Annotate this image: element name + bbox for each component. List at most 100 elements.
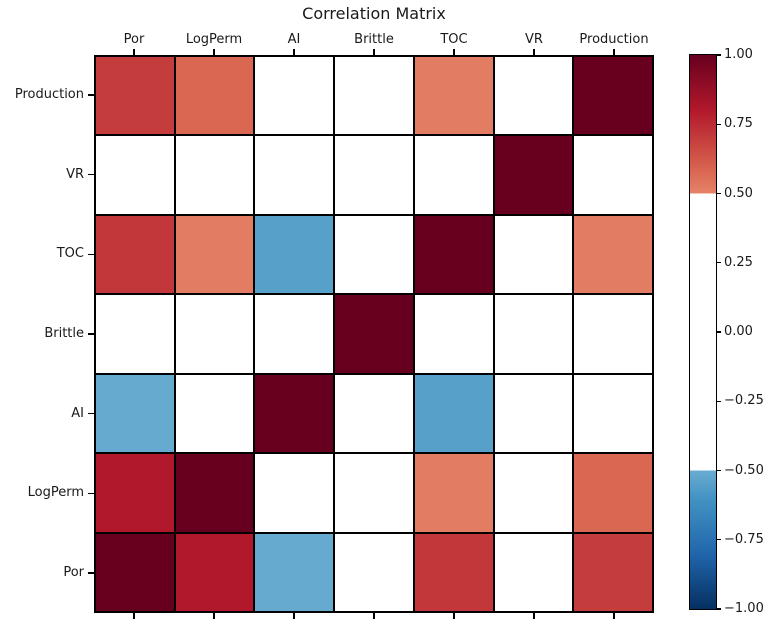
heatmap-cell (175, 374, 254, 453)
tick-mark (88, 253, 94, 256)
tick-mark (88, 492, 94, 495)
tick-mark (133, 613, 135, 619)
heatmap-cell (255, 57, 334, 135)
heatmap-cell (574, 57, 652, 135)
heatmap-cell (574, 136, 652, 214)
heatmap-cell (574, 215, 652, 294)
tick-mark (88, 333, 94, 335)
chart-title: Correlation Matrix (302, 4, 446, 23)
heatmap-cell (175, 136, 254, 214)
heatmap-cell (255, 295, 334, 373)
tick-mark (613, 49, 615, 55)
colorbar-tick-mark (717, 608, 721, 610)
heatmap-cell (414, 136, 493, 214)
heatmap-cell (335, 533, 413, 611)
heatmap-cell (574, 533, 652, 611)
tick-mark (453, 613, 455, 619)
heatmap-cell (494, 454, 573, 532)
colorbar-tick-mark (717, 192, 721, 195)
colorbar-tick-mark (717, 539, 721, 541)
heatmap-cell (96, 136, 174, 214)
tick-mark (88, 173, 94, 176)
heatmap-cell (96, 533, 174, 611)
colorbar-tick-label: 0.00 (724, 324, 753, 339)
colorbar-tick-mark (717, 400, 721, 402)
colorbar-tick-label: −0.75 (724, 531, 764, 547)
tick-mark (213, 49, 215, 55)
colorbar-tick-label: 0.75 (724, 116, 753, 132)
heatmap-cell (255, 136, 334, 214)
tick-mark (88, 94, 94, 96)
y-tick-label: Brittle (44, 326, 84, 341)
x-tick-label: Por (123, 32, 145, 47)
tick-mark (613, 613, 615, 619)
x-tick-label: LogPerm (185, 32, 243, 47)
colorbar-tick-label: 0.25 (724, 254, 753, 270)
y-tick-label: Por (63, 565, 84, 581)
heatmap-cell (96, 57, 174, 135)
x-tick-label: TOC (440, 32, 468, 47)
heatmap-cell (414, 454, 493, 532)
heatmap-cell (494, 215, 573, 294)
heatmap-cell (335, 295, 413, 373)
heatmap-cell (574, 374, 652, 453)
colorbar-tick-label: −1.00 (724, 601, 764, 616)
heatmap-cell (335, 57, 413, 135)
heatmap-cell (494, 374, 573, 453)
heatmap-cell (255, 533, 334, 611)
tick-mark (213, 613, 215, 619)
heatmap-cell (335, 136, 413, 214)
y-tick-label: LogPerm (27, 485, 84, 501)
tick-mark (533, 49, 535, 55)
colorbar-tick-label: 0.50 (724, 185, 753, 201)
tick-mark (533, 613, 535, 619)
heatmap-cell (494, 295, 573, 373)
heatmap-grid (94, 55, 654, 613)
heatmap-cell (96, 374, 174, 453)
x-tick-label: VR (525, 32, 543, 47)
heatmap-cell (414, 533, 493, 611)
colorbar-tick-mark (717, 123, 721, 125)
colorbar-tick-label: 1.00 (724, 47, 753, 62)
tick-mark (293, 49, 295, 55)
tick-mark (373, 613, 375, 619)
tick-mark (453, 49, 455, 55)
heatmap-cell (494, 57, 573, 135)
y-tick-label: AI (71, 405, 84, 421)
colorbar-tick-mark (717, 469, 721, 472)
heatmap-cell (414, 215, 493, 294)
heatmap-cell (255, 374, 334, 453)
heatmap-cell (175, 57, 254, 135)
heatmap-cell (255, 215, 334, 294)
heatmap-cell (494, 533, 573, 611)
heatmap-cell (175, 295, 254, 373)
colorbar-tick-mark (717, 331, 721, 333)
heatmap-cell (255, 454, 334, 532)
colorbar-tick-label: −0.50 (724, 462, 764, 478)
x-tick-label: AI (287, 32, 301, 47)
y-tick-label: VR (66, 166, 84, 182)
heatmap-cell (335, 215, 413, 294)
heatmap-cell (96, 295, 174, 373)
heatmap-cell (175, 215, 254, 294)
heatmap-cell (574, 295, 652, 373)
tick-mark (293, 613, 295, 619)
heatmap-cell (175, 533, 254, 611)
colorbar-tick-label: −0.25 (724, 393, 764, 409)
tick-mark (88, 572, 94, 574)
heatmap-cell (175, 454, 254, 532)
heatmap-cell (414, 374, 493, 453)
colorbar-tick-mark (717, 54, 721, 56)
heatmap-cell (414, 295, 493, 373)
heatmap-cell (96, 215, 174, 294)
tick-mark (133, 49, 135, 55)
heatmap-cell (414, 57, 493, 135)
heatmap-cell (96, 454, 174, 532)
heatmap-cell (335, 374, 413, 453)
y-tick-label: Production (14, 86, 84, 102)
x-tick-label: Production (579, 32, 649, 47)
tick-mark (88, 412, 94, 415)
heatmap-cell (494, 136, 573, 214)
colorbar-tick-mark (717, 262, 721, 264)
